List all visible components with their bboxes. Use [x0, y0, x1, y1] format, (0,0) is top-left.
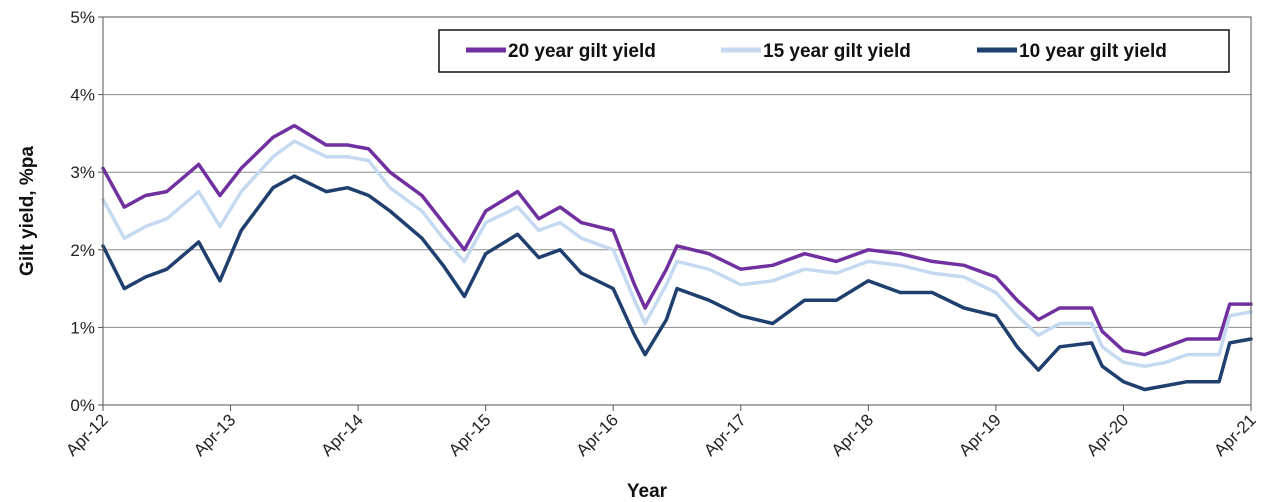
legend: 20 year gilt yield 15 year gilt yield 10 y…	[438, 29, 1230, 73]
x-tick-label: Apr-20	[1083, 410, 1133, 460]
series-line-1	[101, 123, 1253, 357]
y-tick-label: 4%	[70, 86, 95, 105]
y-tick-label: 5%	[70, 8, 95, 27]
x-tick-label: Apr-15	[445, 410, 495, 460]
series-lines	[101, 123, 1253, 392]
x-tick-label: Apr-18	[828, 410, 878, 460]
x-tick-label: Apr-21	[1210, 410, 1260, 460]
x-axis-title: Year	[627, 481, 668, 502]
y-tick-label: 2%	[70, 241, 95, 260]
x-tick-label: Apr-12	[62, 410, 112, 460]
y-tick-label: 1%	[70, 318, 95, 337]
series-line-2	[101, 139, 1253, 368]
plot-area	[103, 17, 1251, 405]
y-axis-ticks: 0% 1% 2% 3% 4% 5%	[70, 8, 103, 415]
legend-label: 20 year gilt yield	[508, 41, 656, 62]
x-tick-label: Apr-14	[317, 410, 367, 460]
legend-label: 10 year gilt yield	[1019, 41, 1167, 62]
legend-box	[438, 29, 1230, 73]
x-tick-label: Apr-19	[955, 410, 1005, 460]
x-axis-ticks: Apr-12 Apr-13 Apr-14 Apr-15 Apr-16 Apr-17 Apr-…	[62, 405, 1260, 460]
y-tick-label: 0%	[70, 396, 95, 415]
x-tick-label: Apr-16	[573, 410, 623, 460]
legend-label: 15 year gilt yield	[763, 41, 911, 62]
y-tick-label: 3%	[70, 163, 95, 182]
x-tick-label: Apr-13	[190, 410, 240, 460]
x-tick-label: Apr-17	[700, 410, 750, 460]
plot-border	[102, 16, 1252, 406]
y-axis-title: Gilt yield, %pa	[17, 146, 38, 276]
series-line-3	[101, 174, 1253, 392]
